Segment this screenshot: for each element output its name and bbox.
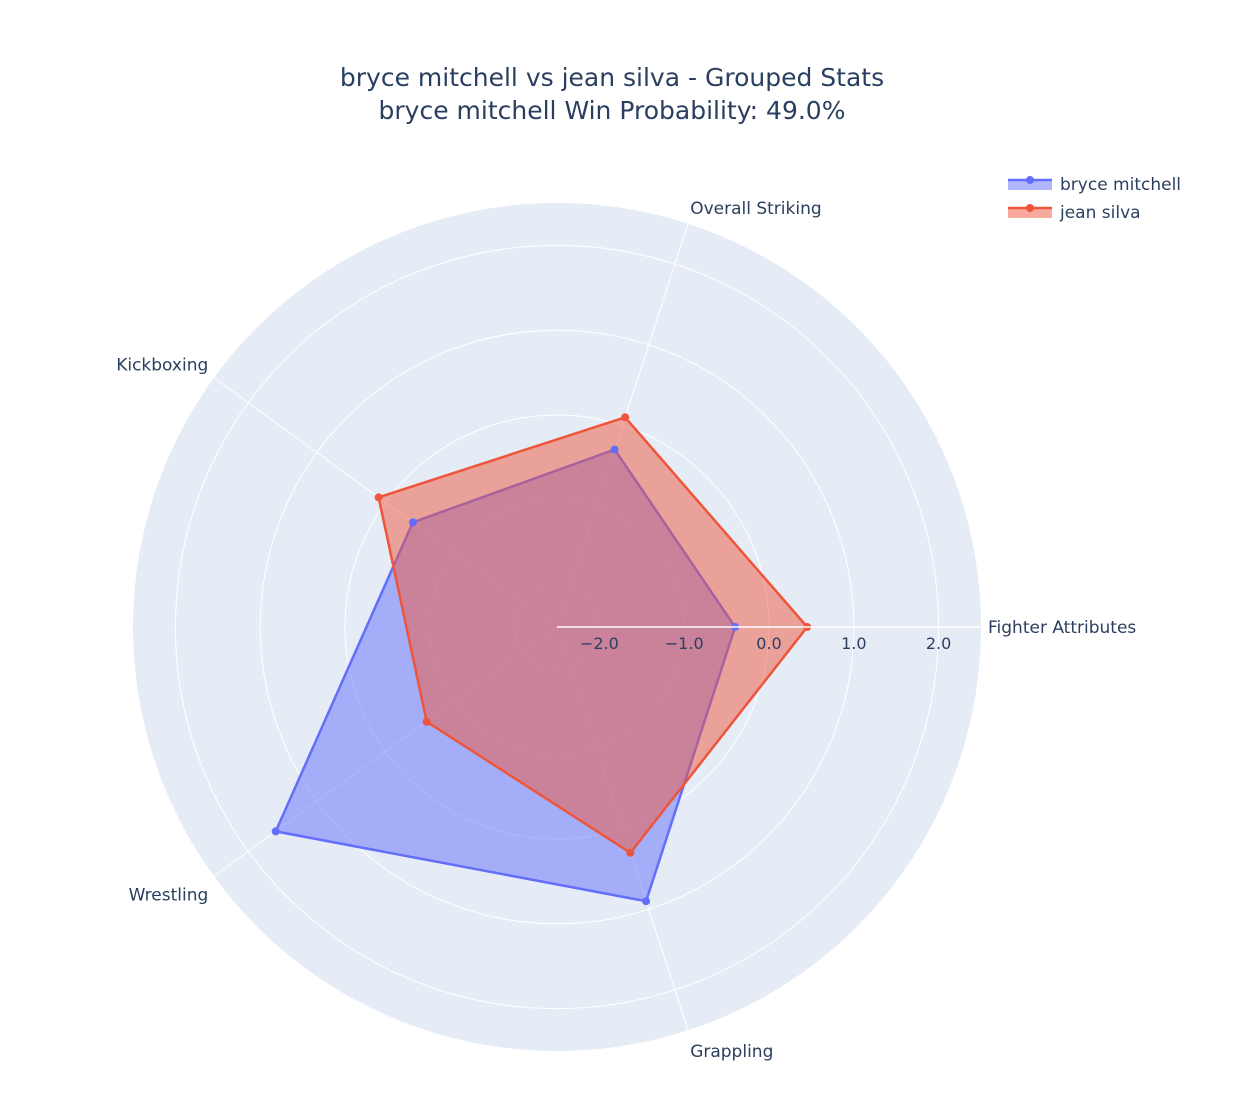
legend-swatch [1008,180,1052,190]
radial-tick-label: 2.0 [926,634,951,653]
radial-tick-label: −2.0 [580,634,619,653]
polar-area: −2.0 −1.0 0.0 1.0 2.0 Fighter Attributes Overa… [116,199,1136,1062]
legend-label: jean silva [1059,203,1141,223]
legend-item[interactable]: jean silva [1008,203,1141,223]
chart-title: bryce mitchell vs jean silva - Grouped S… [340,63,884,92]
data-point [621,413,630,422]
data-point [271,827,280,836]
legend-item[interactable]: bryce mitchell [1008,175,1181,195]
legend-marker [1026,204,1034,212]
legend: bryce mitchell jean silva [1008,175,1181,223]
legend-label: bryce mitchell [1060,175,1181,195]
data-point [374,493,383,502]
series-area-1 [377,416,809,855]
category-label: Wrestling [129,885,209,905]
category-label: Overall Striking [690,199,821,219]
data-point [626,848,635,857]
legend-marker [1026,176,1034,184]
category-label: Fighter Attributes [988,618,1136,638]
radial-tick-label: 0.0 [756,634,781,653]
data-point [610,445,619,454]
data-point [642,897,651,906]
category-label: Grappling [690,1042,773,1062]
radial-tick-label: −1.0 [665,634,704,653]
radial-tick-label: 1.0 [841,634,866,653]
data-point [422,717,431,726]
legend-swatch [1008,208,1052,218]
category-label: Kickboxing [116,356,208,376]
data-point [408,518,417,527]
chart-subtitle: bryce mitchell Win Probability: 49.0% [379,96,846,125]
